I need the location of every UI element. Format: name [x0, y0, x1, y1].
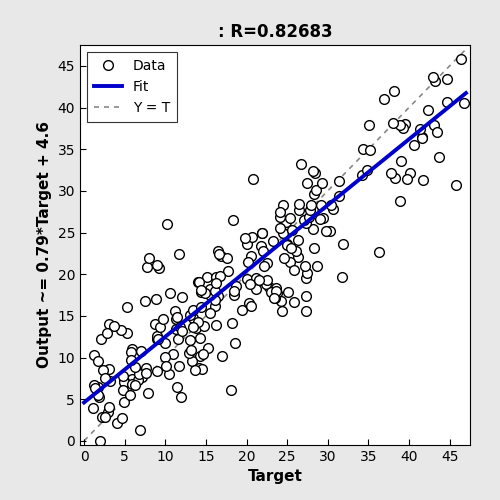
Data	[177, 324, 183, 330]
Data	[461, 100, 467, 105]
Data	[328, 228, 334, 234]
X-axis label: Target: Target	[248, 470, 302, 484]
Data	[455, 14, 461, 20]
Legend: Data, Fit, Y = T: Data, Fit, Y = T	[87, 52, 177, 122]
Data	[214, 294, 220, 300]
Data	[288, 245, 294, 251]
Line: Data: Data	[88, 12, 469, 446]
Data	[436, 154, 442, 160]
Data	[430, 74, 436, 80]
Data	[97, 438, 103, 444]
Y-axis label: Output ~= 0.79*Target + 4.6: Output ~= 0.79*Target + 4.6	[37, 122, 52, 368]
Title: : R=0.82683: : R=0.82683	[218, 22, 332, 40]
Data	[166, 371, 172, 377]
